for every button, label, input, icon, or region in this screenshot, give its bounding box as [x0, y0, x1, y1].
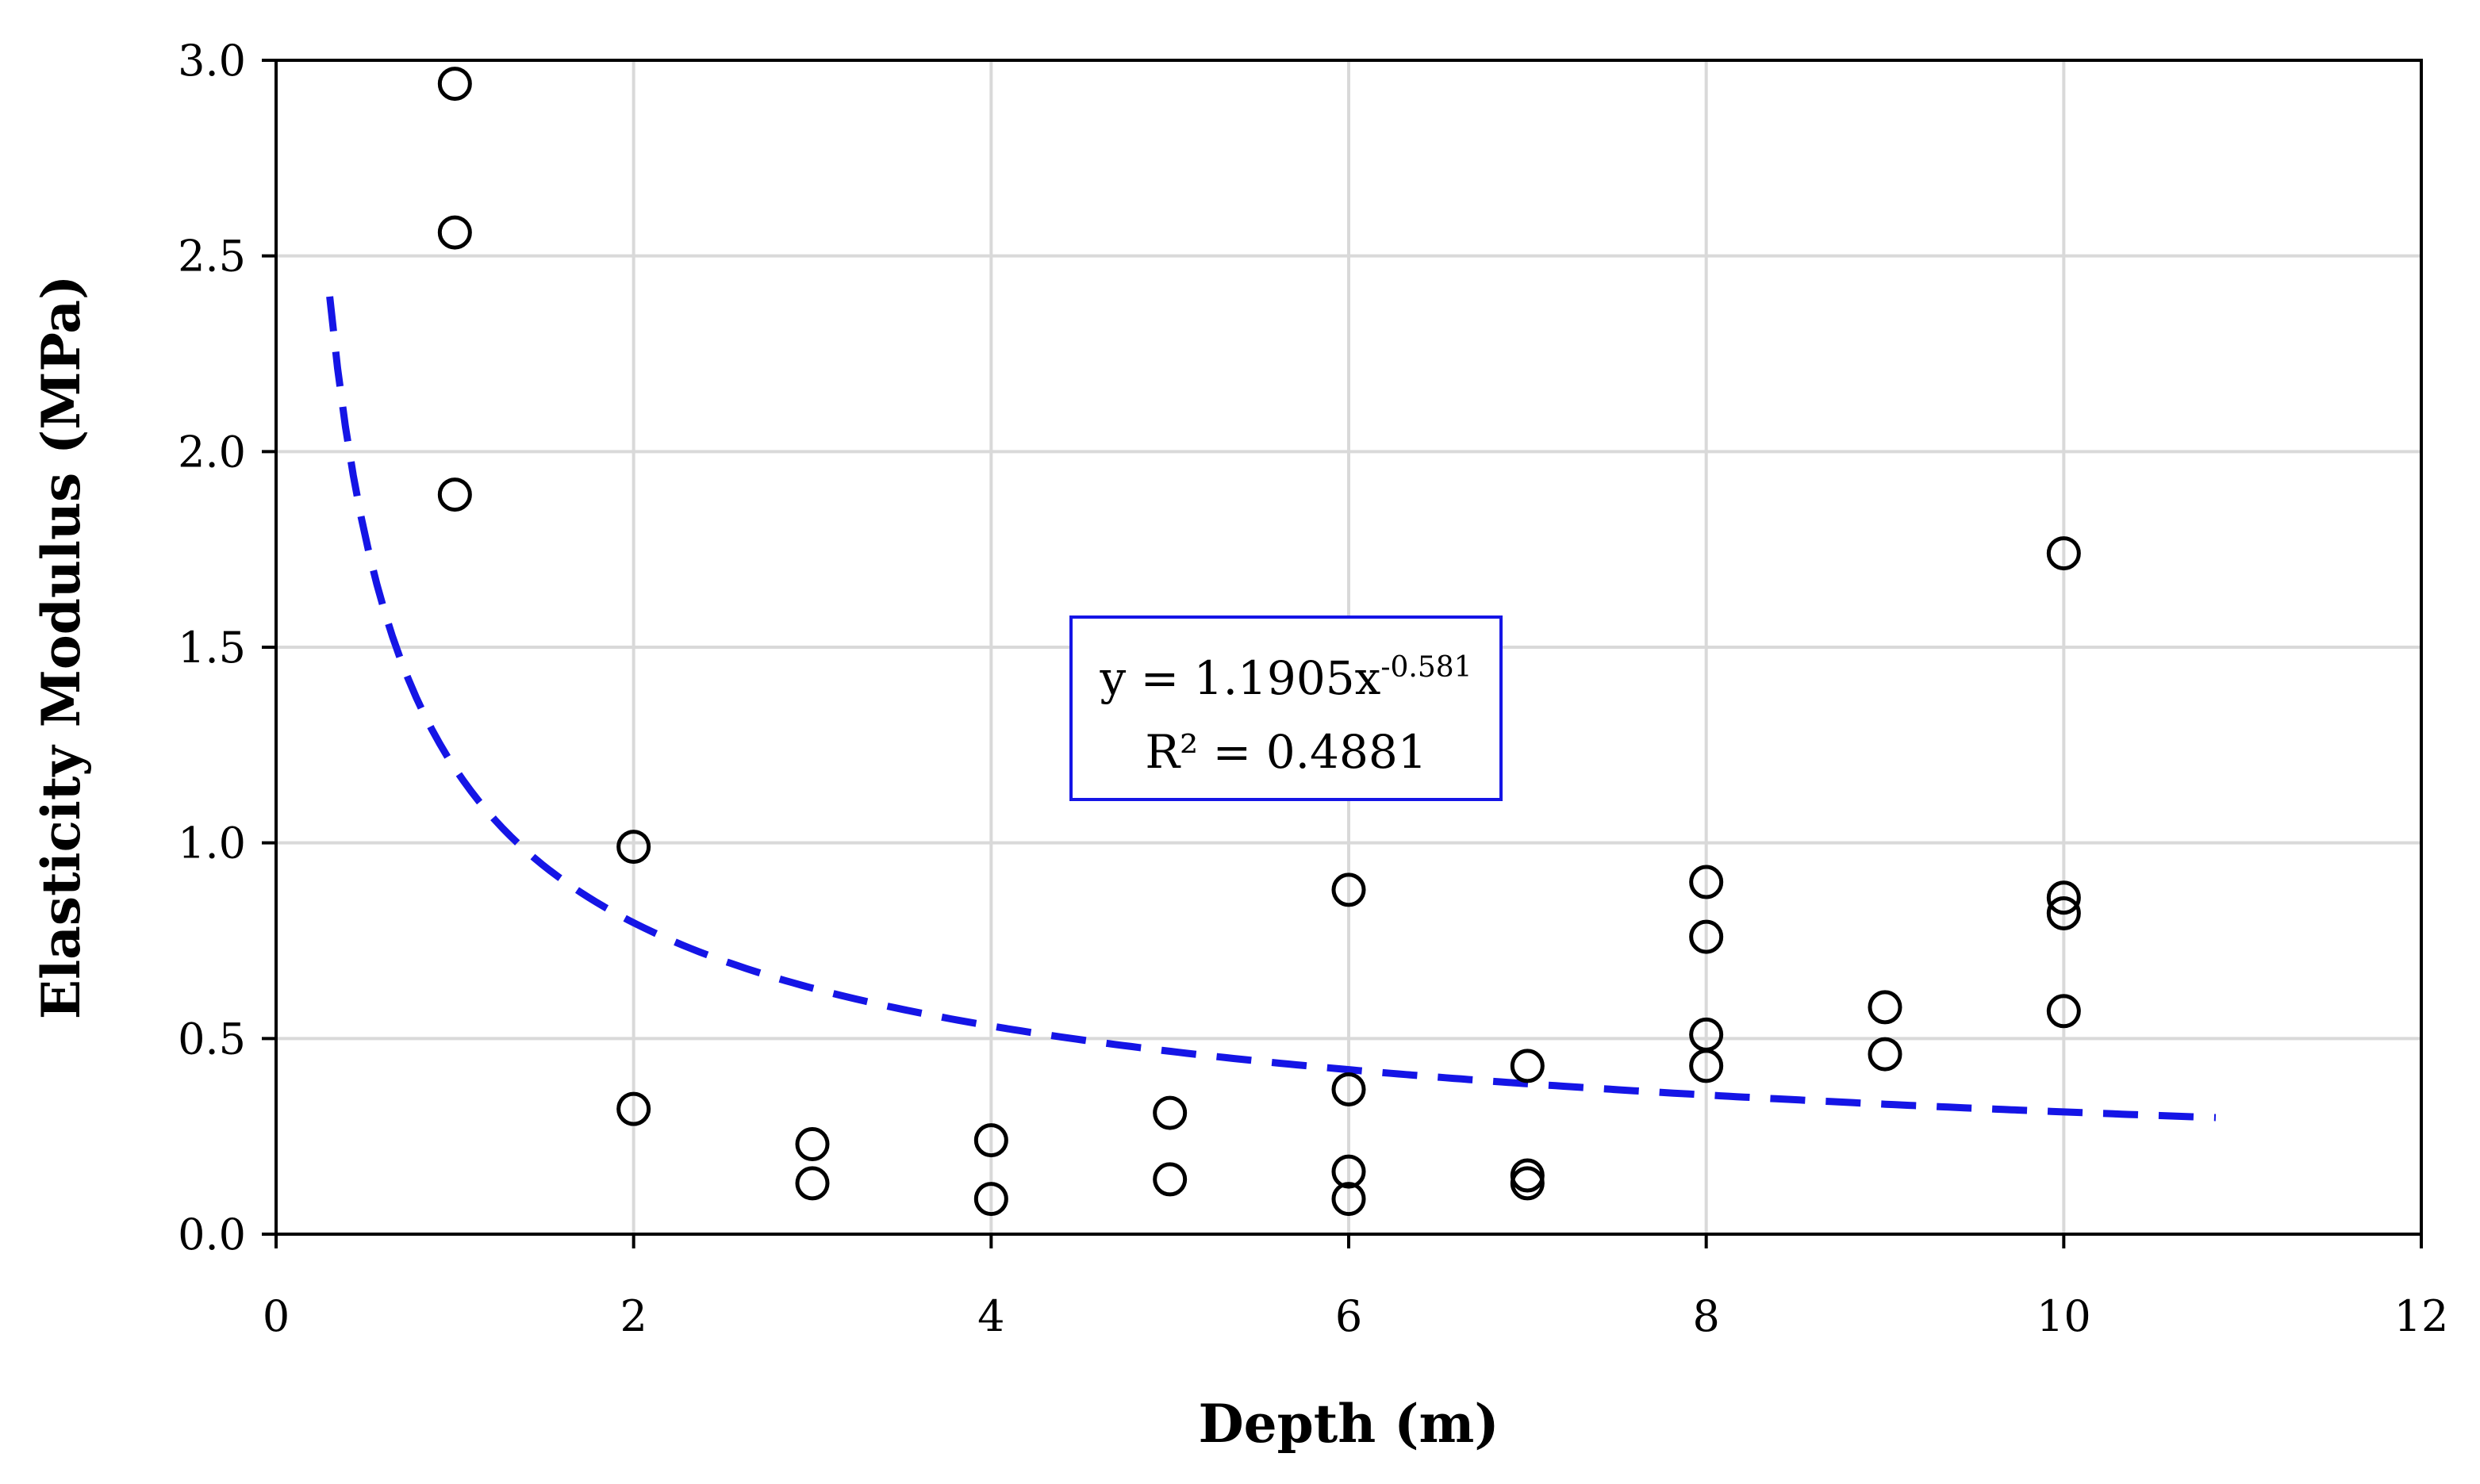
data-point: [1689, 1049, 1724, 1083]
data-point: [973, 1123, 1008, 1158]
data-point: [1510, 1049, 1545, 1083]
data-point: [1510, 1166, 1545, 1201]
axis-ticks: 0 2 4 6 8 10 12 0.0 0.5 1.0 1.5 2.0 2.5 3.0: [178, 36, 2448, 1341]
data-point: [2046, 536, 2081, 571]
data-point: [2046, 880, 2081, 915]
x-tick-label: 10: [2037, 1291, 2091, 1341]
data-point: [437, 477, 472, 512]
x-tick-label: 8: [1692, 1291, 1719, 1341]
data-point: [2046, 994, 2081, 1029]
y-tick-label: 2.5: [178, 232, 246, 282]
data-point: [1689, 919, 1724, 954]
trendline-group: [326, 296, 2217, 1122]
data-point: [1331, 1154, 1366, 1189]
equation-text: y = 1.1905x-0.581: [1099, 651, 1472, 705]
data-point: [2046, 895, 2081, 930]
x-tick-label: 2: [620, 1291, 647, 1341]
data-point: [1868, 990, 1902, 1025]
y-tick-label: 0.0: [178, 1210, 246, 1260]
x-tick-label: 6: [1335, 1291, 1362, 1341]
data-point: [437, 215, 472, 250]
data-point: [1153, 1162, 1188, 1197]
r-squared-text: R² = 0.4881: [1145, 725, 1426, 779]
data-point: [1153, 1095, 1188, 1130]
data-point: [795, 1166, 830, 1201]
data-point: [437, 67, 472, 102]
data-point: [973, 1182, 1008, 1217]
data-point: [1689, 865, 1724, 899]
data-point: [795, 1127, 830, 1162]
data-points: [437, 67, 2081, 1217]
equation-prefix: y = 1.1905x: [1099, 651, 1380, 705]
data-point: [616, 830, 651, 865]
trendline-path: [326, 296, 2217, 1122]
y-tick-label: 3.0: [178, 36, 246, 86]
x-tick-label: 12: [2394, 1291, 2449, 1341]
y-tick-label: 1.5: [178, 623, 246, 673]
data-point: [1331, 872, 1366, 907]
y-tick-label: 1.0: [178, 819, 246, 869]
x-tick-label: 4: [977, 1291, 1004, 1341]
trendline-equation-box: y = 1.1905x-0.581 R² = 0.4881: [1069, 615, 1503, 801]
x-axis-title: Depth (m): [1198, 1393, 1499, 1455]
equation-exponent: -0.581: [1380, 651, 1472, 684]
data-point: [616, 1091, 651, 1126]
data-point: [1331, 1072, 1366, 1106]
y-tick-label: 0.5: [178, 1014, 246, 1064]
x-tick-label: 0: [263, 1291, 290, 1341]
y-tick-label: 2.0: [178, 427, 246, 477]
y-axis-title: Elasticity Modulus (MPa): [30, 275, 92, 1019]
data-point: [1331, 1182, 1366, 1217]
equation-box-border: [1069, 615, 1503, 801]
data-point: [1868, 1037, 1902, 1072]
